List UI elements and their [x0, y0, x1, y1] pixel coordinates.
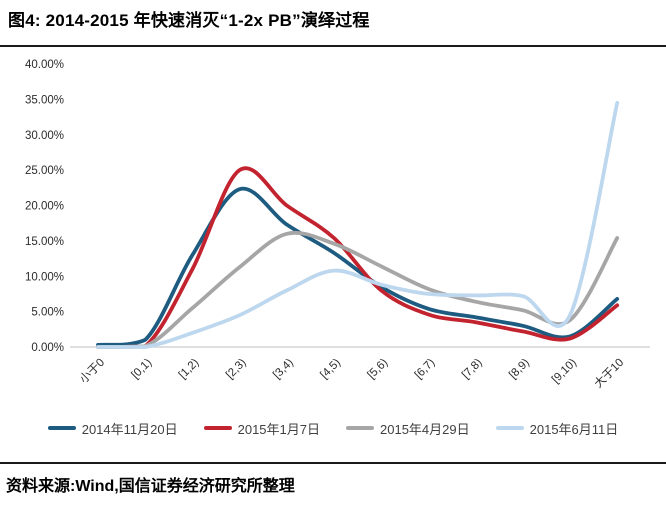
x-category-label: [0,1) — [130, 357, 155, 382]
figure-header: 图4: 2014-2015 年快速消灭“1-2x PB”演绎过程 — [0, 0, 666, 47]
x-category-label: [2,3) — [224, 357, 249, 382]
x-category-label: [1,2) — [177, 357, 202, 382]
x-category-label: [9,10) — [550, 357, 579, 386]
x-category-label: [3,4) — [271, 357, 296, 382]
series3-line-swatch — [346, 426, 374, 430]
y-tick-label: 35.00% — [25, 94, 64, 106]
legend-label-series1: 2014年11月20日 — [81, 421, 178, 437]
series-line-2 — [96, 166, 620, 349]
figure-footer: 资料来源:Wind,国信证券经济研究所整理 — [0, 462, 666, 506]
series4-line-swatch — [495, 426, 524, 430]
x-category-label: [6,7) — [413, 357, 438, 382]
chart-legend: 2014年11月20日 2015年1月7日 2015年4月29日 2015年6月… — [0, 413, 666, 443]
legend-label-series2: 2015年1月7日 — [237, 421, 320, 437]
legend-item-series1: 2014年11月20日 — [47, 419, 178, 438]
series2-line-swatch — [203, 426, 232, 430]
x-category-label: [5,6) — [366, 357, 391, 382]
legend-label-series4: 2015年6月11日 — [529, 421, 619, 437]
legend-label-series3: 2015年4月29日 — [380, 421, 470, 437]
series-line-3 — [96, 230, 620, 349]
x-category-label: [8,9) — [507, 357, 532, 382]
x-category-label: [4,5) — [318, 357, 343, 382]
chart-area: 0.00% 5.00% 10.00% 15.00% 20.00% 25.00% 30.00%… — [0, 52, 666, 412]
x-category-label: 小于0 — [77, 356, 107, 386]
y-tick-label: 5.00% — [31, 307, 64, 319]
line-chart: 0.00% 5.00% 10.00% 15.00% 20.00% 25.00% 30.00%… — [25, 59, 650, 390]
y-tick-label: 10.00% — [25, 271, 64, 283]
y-tick-label: 0.00% — [31, 342, 64, 354]
legend-item-series3: 2015年4月29日 — [346, 419, 470, 438]
series1-line-swatch — [47, 426, 76, 430]
figure-title: 图4: 2014-2015 年快速消灭“1-2x PB”演绎过程 — [8, 11, 370, 30]
x-category-label: 大于10 — [591, 355, 626, 390]
y-tick-label: 25.00% — [25, 165, 64, 177]
y-tick-label: 20.00% — [25, 201, 64, 213]
y-tick-label: 15.00% — [25, 236, 64, 248]
y-tick-label: 40.00% — [25, 59, 64, 71]
series-line-4 — [96, 101, 620, 349]
source-note: 资料来源:Wind,国信证券经济研究所整理 — [6, 478, 295, 495]
legend-item-series2: 2015年1月7日 — [203, 419, 320, 438]
series-line-1 — [96, 186, 620, 347]
legend-item-series4: 2015年6月11日 — [495, 419, 619, 438]
y-tick-label: 30.00% — [25, 130, 64, 142]
x-category-label: [7,8) — [460, 357, 485, 382]
